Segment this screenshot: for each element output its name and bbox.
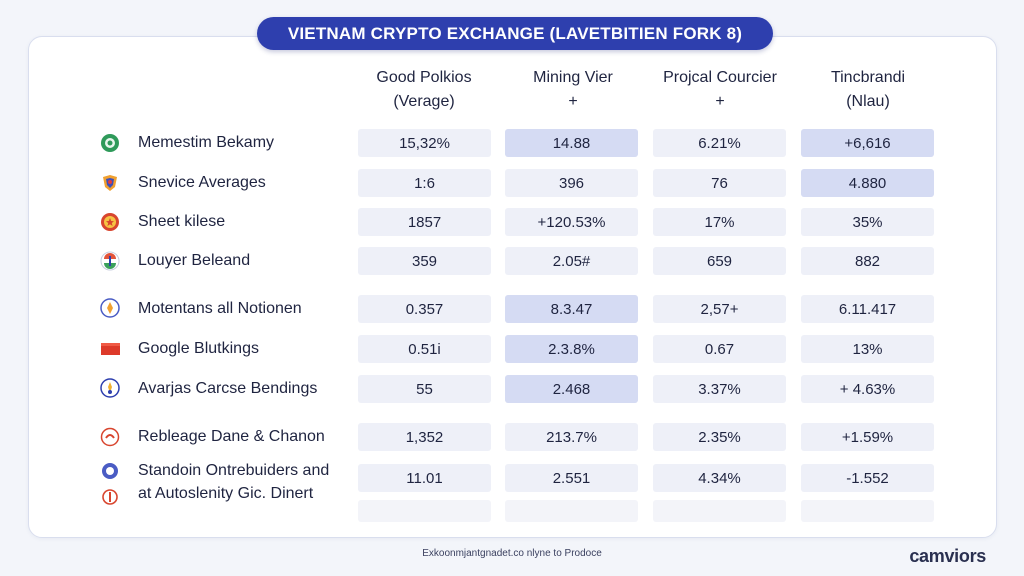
colorful-badge-icon (100, 173, 120, 193)
table-cell: +6,616 (801, 129, 934, 157)
table-cell: 2.3.8% (505, 335, 638, 363)
table-cell: 4.880 (801, 169, 934, 197)
table-cell: 2.551 (505, 464, 638, 492)
column-header-4-line1: Tincbrandi (830, 69, 906, 86)
table-cell: 35% (801, 208, 934, 236)
table-cell: 17% (653, 208, 786, 236)
table-cell: 3.37% (653, 375, 786, 403)
row-label: Memestim Bekamy (138, 134, 275, 151)
table-cell: -1.552 (801, 464, 934, 492)
table-cell: 8.3.47 (505, 295, 638, 323)
table-cell: 0.51i (358, 335, 491, 363)
table-cell: 1:6 (358, 169, 491, 197)
table-cell: 213.7% (505, 423, 638, 451)
row-label: Snevice Averages (138, 174, 266, 191)
table-cell: 1,352 (358, 423, 491, 451)
empty-cell (653, 500, 786, 522)
table-cell: 2.35% (653, 423, 786, 451)
column-header-1-line1: Good Polkios (376, 69, 472, 86)
table-cell: 55 (358, 375, 491, 403)
table-cell: 1857 (358, 208, 491, 236)
table-cell: 659 (653, 247, 786, 275)
green-circle-icon (100, 133, 120, 153)
emblem-icon (100, 378, 120, 398)
table-cell: 15,32% (358, 129, 491, 157)
empty-cell (801, 500, 934, 522)
empty-cell (358, 500, 491, 522)
row-label: Rebleage Dane & Chanon (138, 428, 325, 445)
footer-text: Exkoonmjantgnadet.co nlyne to Prodoce (422, 548, 602, 559)
row-label-continued: at Autoslenity Gic. Dinert (138, 485, 314, 502)
red-ring-icon (100, 487, 120, 507)
blue-dot-icon (100, 461, 120, 481)
table-cell: 882 (801, 247, 934, 275)
table-cell: + 4.63% (801, 375, 934, 403)
page-title: VIETNAM CRYPTO EXCHANGE (LAVETBITIEN FOR… (257, 17, 773, 50)
empty-cell (505, 500, 638, 522)
column-header-2-line1: Mining Vier (533, 69, 613, 86)
row-label: Google Blutkings (138, 340, 259, 357)
table-cell: +1.59% (801, 423, 934, 451)
column-header-4: Tincbrandi (Nlau) (798, 66, 938, 114)
table-cell: 76 (653, 169, 786, 197)
table-cell: 0.357 (358, 295, 491, 323)
column-header-3-line1: Projcal Courcier (663, 69, 777, 86)
column-header-3: Projcal Courcier + (635, 66, 805, 114)
row-label: Louyer Beleand (138, 252, 251, 269)
table-cell: 2.05# (505, 247, 638, 275)
row-label: Sheet kilese (138, 213, 226, 230)
table-cell: 6.21% (653, 129, 786, 157)
red-circle-icon (100, 427, 120, 447)
table-cell: 13% (801, 335, 934, 363)
column-header-1-line2: (Verage) (393, 93, 455, 110)
column-header-3-line2: + (715, 93, 725, 110)
row-label: Avarjas Carcse Bendings (138, 380, 318, 397)
red-flag-icon (100, 339, 120, 359)
column-header-1: Good Polkios (Verage) (354, 66, 494, 114)
tricolor-icon (100, 251, 120, 271)
table-card (28, 36, 997, 538)
table-cell: +120.53% (505, 208, 638, 236)
column-header-2: Mining Vier + (503, 66, 643, 114)
row-label: Standoin Ontrebuiders and (138, 462, 330, 479)
table-cell: 0.67 (653, 335, 786, 363)
brand-logo: camviors (909, 546, 986, 566)
coin-icon (100, 298, 120, 318)
row-label: Motentans all Notionen (138, 300, 302, 317)
table-cell: 396 (505, 169, 638, 197)
table-cell: 2.468 (505, 375, 638, 403)
table-cell: 359 (358, 247, 491, 275)
table-cell: 4.34% (653, 464, 786, 492)
table-cell: 6.11.417 (801, 295, 934, 323)
red-seal-icon (100, 212, 120, 232)
table-cell: 11.01 (358, 464, 491, 492)
column-header-4-line2: (Nlau) (846, 93, 890, 110)
column-header-2-line2: + (568, 93, 578, 110)
table-cell: 2,57+ (653, 295, 786, 323)
table-cell: 14.88 (505, 129, 638, 157)
